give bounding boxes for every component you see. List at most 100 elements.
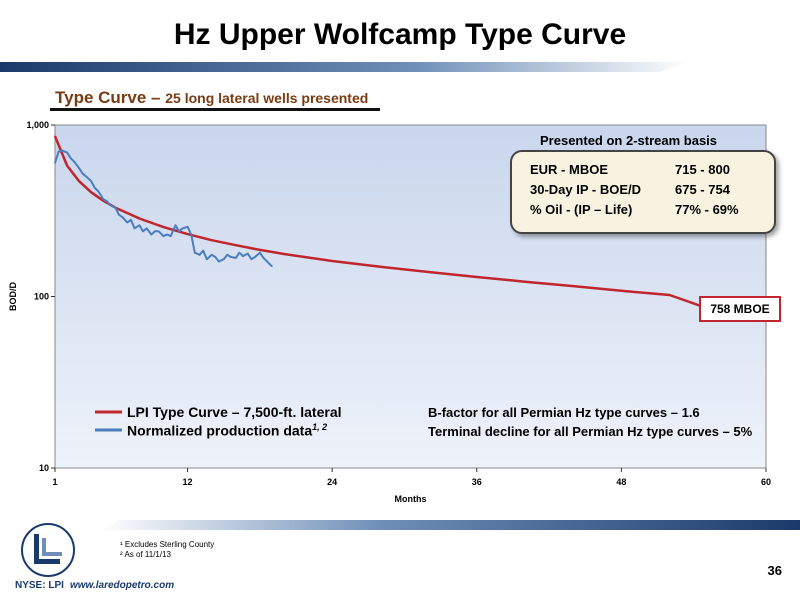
production-data-point xyxy=(242,255,244,257)
y-tick-label: 100 xyxy=(34,292,49,302)
production-data-point xyxy=(78,167,80,169)
production-data-point xyxy=(69,157,72,160)
production-data-point xyxy=(133,227,136,230)
production-data-point xyxy=(266,260,268,263)
production-data-point xyxy=(226,254,229,256)
legend-label-type-curve: LPI Type Curve – 7,500-ft. lateral xyxy=(127,404,342,420)
company-logo xyxy=(21,523,75,577)
production-data-point xyxy=(157,230,160,233)
type-curve-point xyxy=(78,180,80,183)
eur-annotation: 758 MBOE xyxy=(699,296,781,322)
production-data-point xyxy=(178,230,180,233)
production-data-point xyxy=(174,224,177,227)
subtitle-small: 25 long lateral wells presented xyxy=(165,90,369,106)
type-curve-point xyxy=(210,239,213,241)
production-data-point xyxy=(145,227,148,230)
footnote-1: ¹ Excludes Sterling County xyxy=(120,540,215,549)
y-tick-label: 10 xyxy=(39,463,49,473)
type-curve-line xyxy=(53,135,707,309)
production-data-point xyxy=(93,187,96,189)
type-curve-point xyxy=(186,233,189,235)
subtitle-underline xyxy=(50,108,380,111)
production-data-point xyxy=(106,200,108,202)
presented-label: Presented on 2-stream basis xyxy=(540,133,718,148)
info-label-eur: EUR - MBOE xyxy=(530,162,608,177)
production-data-point xyxy=(181,227,184,230)
production-data-point xyxy=(61,149,64,152)
production-data-point xyxy=(234,257,237,259)
chart-subtitle: Type Curve – 25 long lateral wells prese… xyxy=(55,88,368,108)
production-data-point xyxy=(150,233,153,236)
production-data-point xyxy=(247,252,249,255)
type-curve-point xyxy=(524,280,526,283)
production-data-point xyxy=(97,190,100,193)
type-curve-point xyxy=(138,217,141,220)
production-data-point xyxy=(214,256,217,258)
x-tick-label: 12 xyxy=(183,477,193,487)
production-data-point xyxy=(169,235,172,237)
production-data-point xyxy=(138,224,141,227)
x-tick-label: 24 xyxy=(327,477,337,487)
production-data-point xyxy=(54,162,56,164)
production-data-point xyxy=(222,258,225,261)
type-curve-point xyxy=(668,294,671,296)
x-tick-label: 48 xyxy=(616,477,626,487)
x-tick-label: 36 xyxy=(472,477,482,487)
production-data-point xyxy=(254,256,256,258)
info-box: EUR - MBOE 715 - 800 30-Day IP - BOE/D 6… xyxy=(510,150,776,234)
production-data-point xyxy=(186,225,189,228)
note-terminal-decline: Terminal decline for all Permian Hz type… xyxy=(428,424,753,439)
legend-production-text: Normalized production data xyxy=(127,422,313,439)
type-curve-point xyxy=(162,226,165,228)
footer-band xyxy=(100,520,800,530)
note-b-factor: B-factor for all Permian Hz type curves … xyxy=(428,405,700,420)
slide-title: Hz Upper Wolfcamp Type Curve xyxy=(173,18,627,51)
stock-ticker: NYSE: LPI xyxy=(15,580,64,591)
type-curve-point xyxy=(66,164,68,167)
production-data-point xyxy=(118,213,120,216)
production-data-point xyxy=(250,258,253,261)
type-curve-point xyxy=(379,265,382,268)
production-data-point xyxy=(142,230,144,233)
type-curve-point xyxy=(283,253,285,255)
production-data-point xyxy=(162,235,165,237)
production-data-point xyxy=(238,251,241,254)
info-value-ip: 675 - 754 xyxy=(675,182,730,197)
production-data-point xyxy=(154,230,156,233)
production-data-point xyxy=(259,251,261,254)
info-value-eur: 715 - 800 xyxy=(675,162,730,177)
type-curve-point xyxy=(475,276,478,278)
info-label-ip: 30-Day IP - BOE/D xyxy=(530,182,642,197)
production-data-point xyxy=(66,151,68,154)
production-data-point xyxy=(81,172,84,175)
type-curve-point xyxy=(234,244,237,247)
production-data-point xyxy=(202,249,205,252)
subtitle-main: Type Curve – xyxy=(55,88,166,107)
production-data-point xyxy=(109,204,112,207)
production-data-point xyxy=(166,233,168,236)
footnote-2: ² As of 11/1/13 xyxy=(120,550,171,559)
type-curve-point xyxy=(572,285,574,287)
type-curve-point xyxy=(259,249,261,251)
production-data-point xyxy=(206,258,208,261)
x-axis-title: Months xyxy=(395,494,427,504)
production-data-point xyxy=(102,198,105,200)
production-data-point xyxy=(126,221,129,224)
production-data-point xyxy=(130,219,132,221)
x-tick-label: 60 xyxy=(761,477,771,487)
y-tick-label: 1,000 xyxy=(26,120,49,130)
x-tick-label: 1 xyxy=(52,477,57,487)
type-curve-point xyxy=(90,191,92,194)
production-data-point xyxy=(210,254,213,256)
production-data-point xyxy=(114,206,117,209)
production-data-point xyxy=(85,175,88,178)
type-curve-point xyxy=(331,260,333,262)
info-value-oil: 77% - 69% xyxy=(675,202,739,217)
production-data-point xyxy=(73,161,76,163)
type-curve-point xyxy=(427,271,430,273)
legend-production-sup: 1, 2 xyxy=(312,422,328,432)
website-link[interactable]: www.laredopetro.com xyxy=(70,580,175,591)
production-data-point xyxy=(121,216,124,218)
type-curve-point xyxy=(620,289,623,292)
page-number: 36 xyxy=(767,563,782,578)
